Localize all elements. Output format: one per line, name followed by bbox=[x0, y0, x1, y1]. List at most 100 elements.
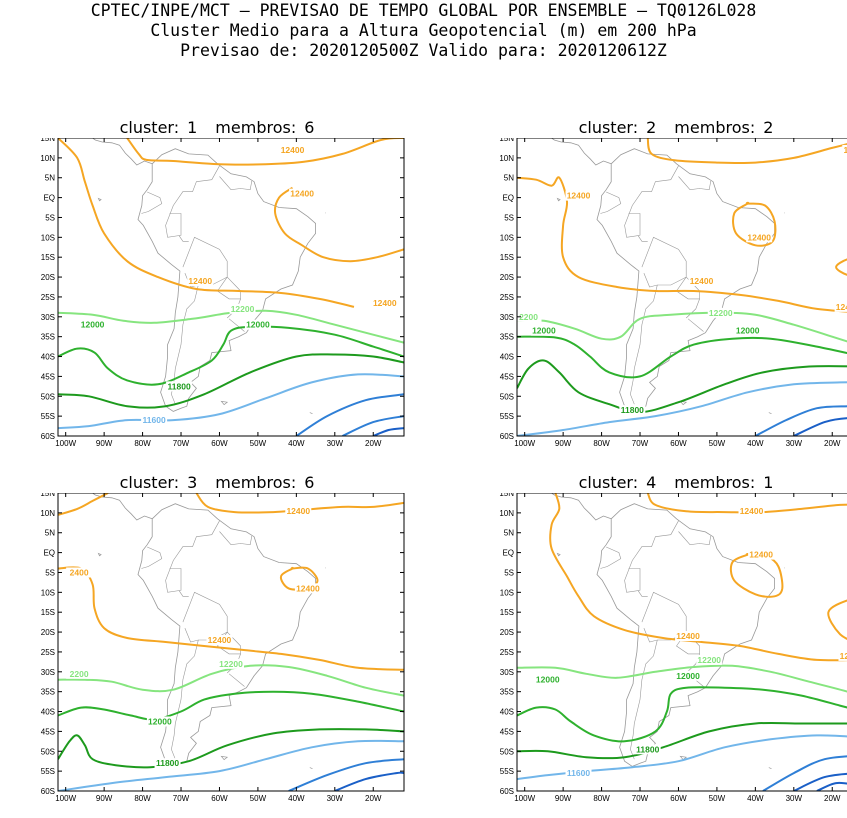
contour-line bbox=[335, 773, 404, 791]
lat-label: 60S bbox=[41, 787, 55, 796]
contour-label: 12000 bbox=[532, 326, 556, 336]
contour-label: 12400 bbox=[747, 232, 771, 242]
lon-label: 70W bbox=[173, 794, 190, 803]
contour-line bbox=[836, 257, 847, 277]
lat-label: 45S bbox=[500, 727, 514, 736]
lat-label: 20S bbox=[41, 628, 55, 637]
header-title: CPTEC/INPE/MCT – PREVISAO DE TEMPO GLOBA… bbox=[0, 1, 847, 21]
contour-line bbox=[58, 567, 404, 670]
map-frame bbox=[517, 493, 847, 791]
lat-label: EQ bbox=[43, 549, 55, 558]
geopotential-map: 1240012400124001240012200120001200011800… bbox=[481, 493, 847, 818]
contour-label: 12200 bbox=[219, 659, 243, 669]
country-border bbox=[166, 166, 220, 238]
island bbox=[98, 553, 101, 555]
lat-label: 25S bbox=[500, 648, 514, 657]
lat-label: 60S bbox=[41, 432, 55, 441]
lon-label: 20W bbox=[824, 794, 841, 803]
cluster-label: cluster: bbox=[579, 473, 639, 492]
lat-label: 5N bbox=[45, 174, 55, 183]
cluster-label: cluster: bbox=[120, 118, 180, 137]
contour-label: 12000 bbox=[246, 320, 270, 330]
lat-label: 40S bbox=[41, 708, 55, 717]
lat-label: 10N bbox=[40, 509, 55, 518]
contour-line bbox=[517, 337, 847, 378]
contour-label: 12000 bbox=[81, 320, 105, 330]
lon-label: 50W bbox=[709, 794, 726, 803]
country-border bbox=[625, 166, 679, 238]
country-border bbox=[141, 547, 161, 569]
lon-label: 30W bbox=[786, 439, 803, 448]
contour-label: 11600 bbox=[567, 768, 590, 778]
lat-label: 5S bbox=[45, 568, 55, 577]
cluster-number: 4 bbox=[646, 473, 656, 492]
header-subtitle: Cluster Medio para a Altura Geopotencial… bbox=[0, 21, 847, 41]
contour-label: 12400 bbox=[373, 298, 397, 308]
lon-label: 30W bbox=[786, 794, 803, 803]
lat-label: 50S bbox=[41, 392, 55, 401]
country-border bbox=[229, 674, 244, 687]
contour-label: 12200 bbox=[231, 304, 255, 314]
contour-line bbox=[517, 360, 847, 412]
lon-label: 100W bbox=[514, 794, 535, 803]
cluster-panel-2: cluster:2membros:21240012400124001240012… bbox=[481, 118, 847, 463]
contour-label: 12200 bbox=[697, 655, 721, 665]
lat-label: 15S bbox=[500, 253, 514, 262]
lat-label: 35S bbox=[500, 333, 514, 342]
lon-label: 60W bbox=[211, 794, 228, 803]
contour-label: 12000 bbox=[676, 671, 700, 681]
contour-label: 2400 bbox=[70, 567, 89, 577]
lon-label: 50W bbox=[709, 439, 726, 448]
country-border bbox=[600, 547, 620, 569]
geopotential-map: 1240024001240012400220012200120001180015… bbox=[22, 493, 422, 818]
contour-label: 11800 bbox=[636, 744, 659, 754]
contour-label: 12400 bbox=[690, 276, 714, 286]
contour-line bbox=[58, 354, 404, 407]
lon-label: 80W bbox=[593, 439, 610, 448]
members-count: 1 bbox=[763, 473, 773, 492]
contour-label: 12400 bbox=[840, 651, 847, 661]
contour-label: 2200 bbox=[70, 669, 89, 679]
members-label: membros: bbox=[215, 118, 296, 137]
contour-label: 12400 bbox=[290, 189, 314, 199]
contour-label: 12400 bbox=[296, 583, 320, 593]
contour-line bbox=[648, 138, 847, 163]
lat-label: 5N bbox=[504, 174, 514, 183]
country-border bbox=[686, 299, 699, 318]
contour-label: 12400 bbox=[567, 191, 591, 201]
contour-label: 12200 bbox=[709, 308, 733, 318]
island bbox=[557, 553, 560, 555]
lat-label: 20S bbox=[500, 628, 514, 637]
country-border bbox=[600, 192, 620, 214]
lat-label: 45S bbox=[41, 372, 55, 381]
lon-label: 100W bbox=[55, 794, 76, 803]
lon-label: 80W bbox=[134, 439, 151, 448]
lon-label: 60W bbox=[670, 439, 687, 448]
island bbox=[769, 768, 772, 769]
lat-label: EQ bbox=[502, 194, 514, 203]
island bbox=[557, 198, 560, 200]
country-border bbox=[688, 319, 703, 332]
lat-label: 25S bbox=[500, 293, 514, 302]
lat-label: 55S bbox=[500, 412, 514, 421]
cluster-label: cluster: bbox=[120, 473, 180, 492]
contour-label: 11800 bbox=[156, 758, 179, 768]
lon-label: 80W bbox=[134, 794, 151, 803]
lat-label: 30S bbox=[41, 313, 55, 322]
contour-label: 12400 bbox=[281, 145, 305, 155]
central-america-coast bbox=[538, 138, 611, 165]
lon-label: 70W bbox=[173, 439, 190, 448]
lat-label: 10S bbox=[500, 233, 514, 242]
lat-label: 15N bbox=[499, 493, 514, 498]
members-label: membros: bbox=[674, 473, 755, 492]
island bbox=[769, 413, 772, 414]
lat-label: 15N bbox=[40, 138, 55, 143]
lat-label: 5S bbox=[45, 213, 55, 222]
lat-label: EQ bbox=[43, 194, 55, 203]
lat-label: EQ bbox=[502, 549, 514, 558]
lon-label: 60W bbox=[670, 794, 687, 803]
central-america-coast bbox=[79, 493, 152, 520]
country-border bbox=[679, 177, 711, 190]
